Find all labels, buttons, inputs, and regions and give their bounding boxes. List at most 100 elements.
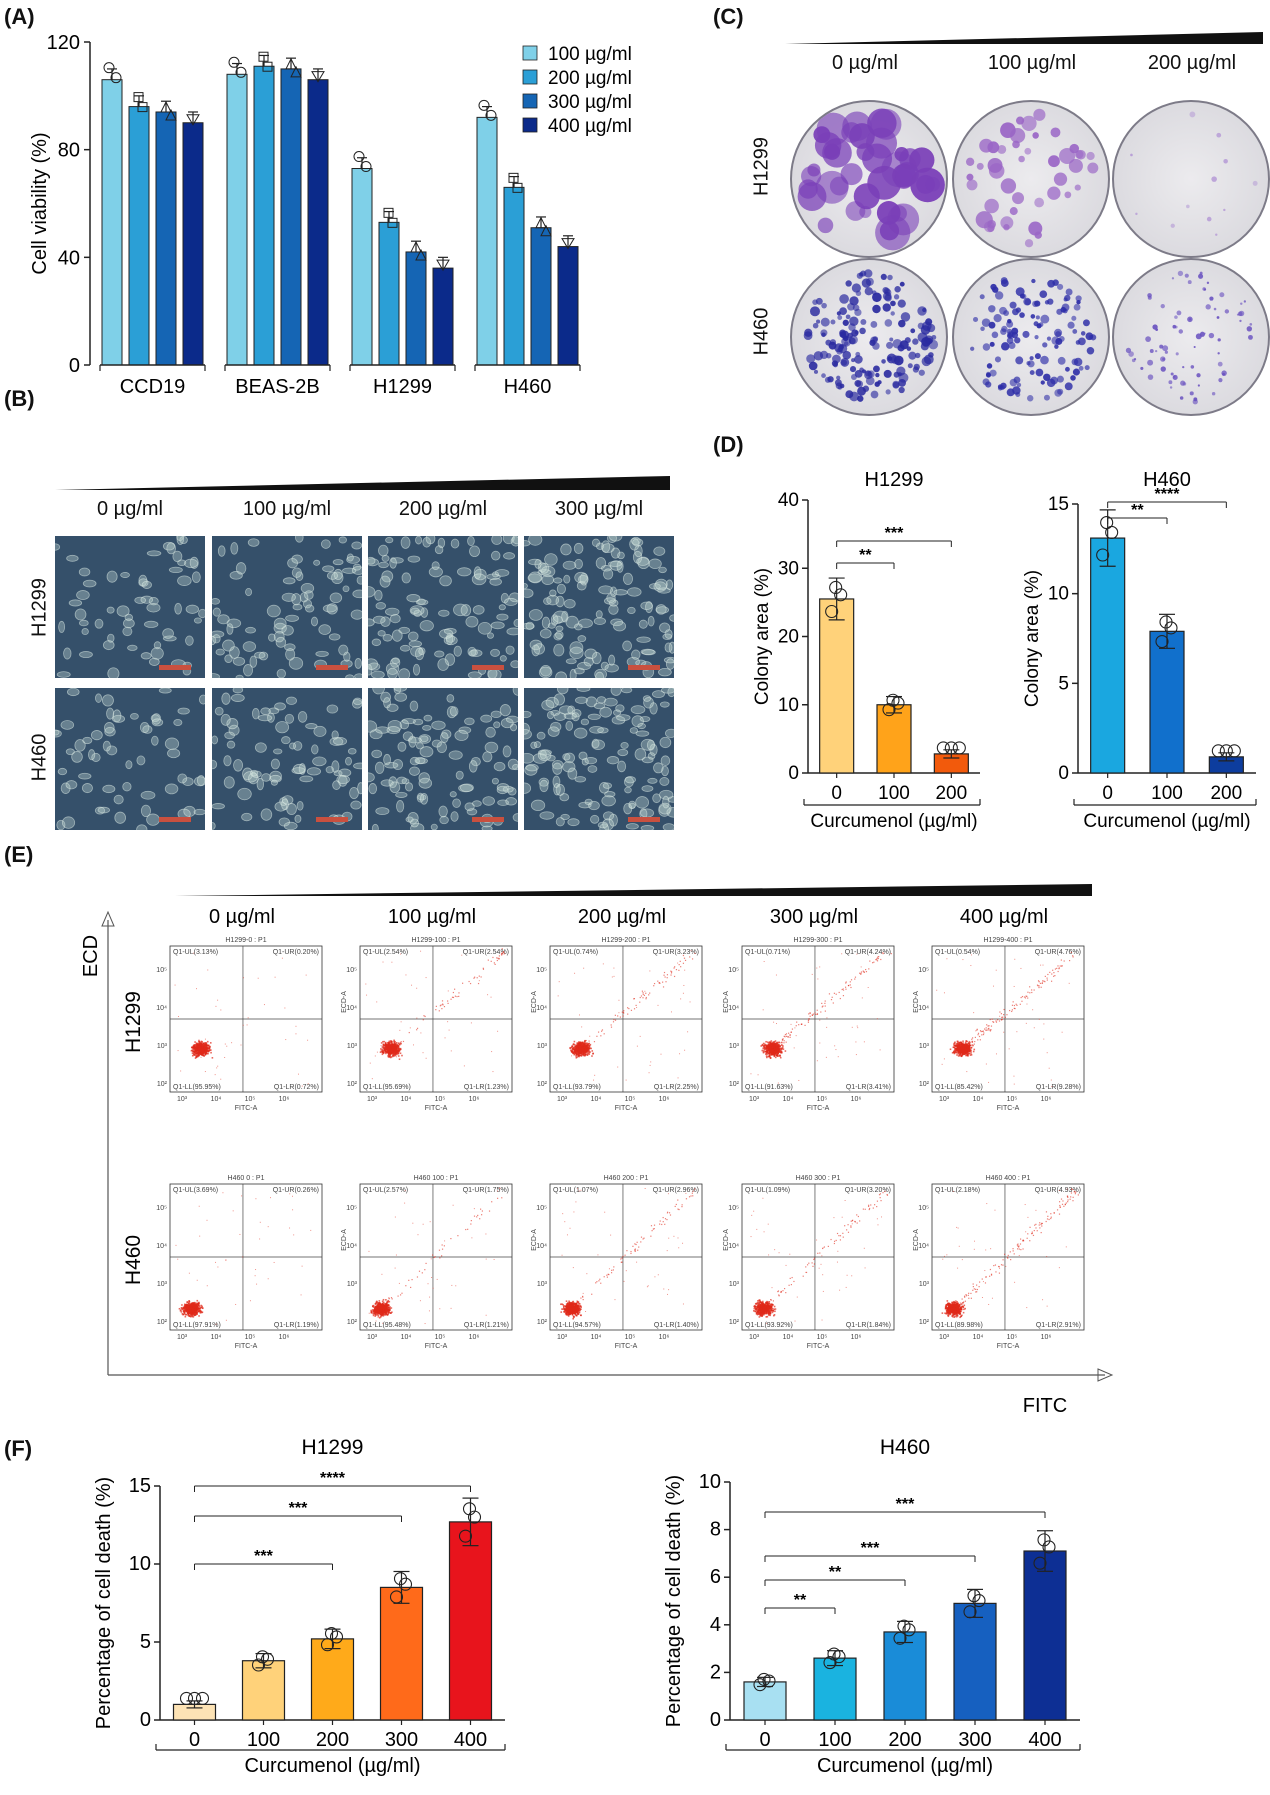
- cell: [375, 726, 390, 734]
- cell: [547, 726, 560, 737]
- event-dot: [773, 1042, 776, 1045]
- event-dot: [617, 1066, 619, 1068]
- event-dot: [964, 1045, 966, 1048]
- event-dot: [412, 1044, 414, 1046]
- cell: [332, 559, 344, 566]
- cell: [226, 718, 239, 730]
- colony: [965, 157, 975, 166]
- colony: [855, 380, 864, 388]
- cell: [122, 782, 132, 792]
- cell: [608, 813, 618, 827]
- colony: [891, 355, 901, 365]
- event-dot: [872, 962, 874, 964]
- event-dot: [662, 981, 664, 983]
- colony: [1218, 378, 1223, 383]
- colony: [1197, 384, 1200, 387]
- event-dot: [782, 1045, 784, 1047]
- y-tick-label: 10²: [347, 1081, 358, 1088]
- event-dot: [386, 1042, 389, 1044]
- colony: [1019, 293, 1025, 299]
- event-dot: [1056, 967, 1058, 970]
- quadrant-ll: Q1-LL(85.42%): [935, 1084, 983, 1091]
- event-dot: [970, 1052, 972, 1054]
- cell: [434, 650, 445, 658]
- event-dot: [203, 1047, 206, 1050]
- cell: [224, 731, 235, 740]
- event-dot: [307, 1083, 309, 1085]
- colony: [870, 108, 902, 140]
- event-dot: [192, 1044, 195, 1047]
- event-dot: [838, 991, 840, 994]
- event-dot: [1029, 992, 1031, 994]
- event-dot: [649, 1064, 651, 1066]
- event-dot: [974, 1036, 976, 1039]
- cell: [282, 577, 296, 585]
- colony: [982, 378, 990, 386]
- cell: [646, 739, 656, 751]
- event-dot: [773, 1046, 775, 1048]
- event-dot: [808, 1017, 810, 1020]
- event-dot: [1003, 1008, 1005, 1011]
- colony: [1140, 366, 1144, 370]
- event-dot: [1025, 1022, 1027, 1024]
- data-point: [1211, 744, 1225, 758]
- event-dot: [769, 1055, 771, 1058]
- cell: [261, 773, 272, 782]
- colony: [842, 111, 872, 142]
- cell: [141, 580, 152, 589]
- colony: [1147, 293, 1152, 298]
- data-point: [825, 604, 839, 619]
- event-dot: [200, 1048, 202, 1051]
- event-dot: [622, 1011, 625, 1013]
- event-dot: [1059, 965, 1061, 967]
- event-dot: [582, 1046, 584, 1049]
- cell: [440, 732, 449, 744]
- event-dot: [826, 1026, 828, 1028]
- cell: [221, 692, 231, 705]
- event-dot: [687, 1031, 689, 1033]
- event-dot: [774, 1056, 777, 1059]
- cell: [553, 632, 563, 641]
- event-dot: [199, 1053, 202, 1056]
- cell: [419, 620, 434, 632]
- event-dot: [584, 1045, 587, 1047]
- colony: [1040, 314, 1050, 324]
- event-dot: [196, 1299, 199, 1302]
- event-dot: [177, 1016, 179, 1018]
- colony: [1054, 344, 1059, 349]
- event-dot: [496, 957, 498, 959]
- cell: [356, 575, 362, 585]
- colony: [1128, 351, 1134, 357]
- cell: [620, 742, 629, 749]
- event-dot: [585, 1043, 588, 1046]
- cell: [94, 806, 106, 815]
- y-tick-label: 10²: [537, 1081, 548, 1088]
- event-dot: [441, 1008, 443, 1010]
- event-dot: [578, 1055, 580, 1058]
- event-dot: [583, 1050, 586, 1052]
- event-dot: [205, 1042, 207, 1044]
- event-dot: [767, 1055, 770, 1058]
- cell: [555, 625, 564, 632]
- event-dot: [384, 1044, 386, 1047]
- cell: [345, 756, 352, 766]
- event-dot: [1013, 1075, 1015, 1077]
- dose-header: 0 µg/ml: [97, 498, 163, 520]
- event-dot: [588, 1047, 591, 1050]
- event-dot: [397, 1055, 400, 1057]
- scale-bar: [316, 665, 348, 670]
- cell: [628, 800, 637, 809]
- event-dot: [666, 977, 668, 979]
- cell: [281, 795, 294, 805]
- cell: [374, 761, 385, 774]
- micrograph-cells: [524, 688, 674, 830]
- cell: [666, 806, 674, 818]
- colony: [1221, 370, 1227, 376]
- event-dot: [956, 1044, 958, 1047]
- event-dot: [995, 1053, 997, 1055]
- colony: [845, 201, 866, 221]
- cell: [574, 558, 583, 570]
- cell: [454, 729, 469, 741]
- colony: [1084, 365, 1090, 371]
- event-dot: [202, 1049, 205, 1051]
